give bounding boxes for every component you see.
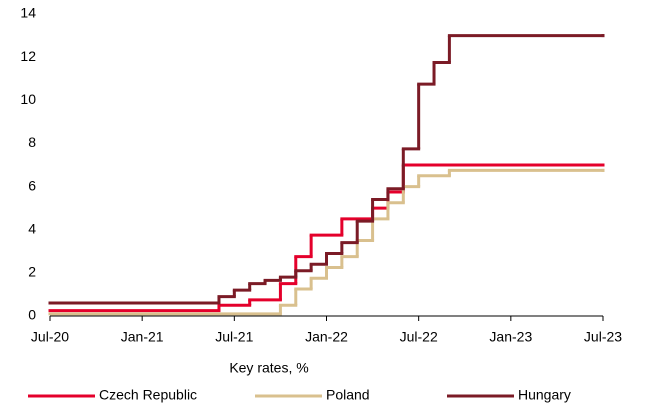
x-tick-label: Jul-21 [215,329,253,345]
legend-label: Poland [326,387,370,403]
y-tick-label: 14 [20,5,36,21]
y-tick-label: 6 [28,177,36,193]
x-tick-label: Jan-21 [121,329,164,345]
legend-label: Hungary [518,387,571,403]
x-tick-label: Jul-22 [400,329,438,345]
x-tick-label: Jan-23 [489,329,532,345]
step-riser [217,35,451,304]
x-tick-label: Jul-23 [584,329,622,345]
legend-label: Czech Republic [99,387,197,403]
x-tick-label: Jan-22 [305,329,348,345]
step-riser [278,170,451,314]
x-axis-label: Key rates, % [229,360,308,376]
y-tick-label: 4 [28,220,36,236]
x-tick-label: Jul-20 [31,329,69,345]
y-tick-label: 2 [28,264,36,280]
y-tick-label: 12 [20,48,36,64]
y-tick-label: 0 [28,307,36,323]
y-tick-label: 8 [28,134,36,150]
y-tick-label: 10 [20,91,36,107]
